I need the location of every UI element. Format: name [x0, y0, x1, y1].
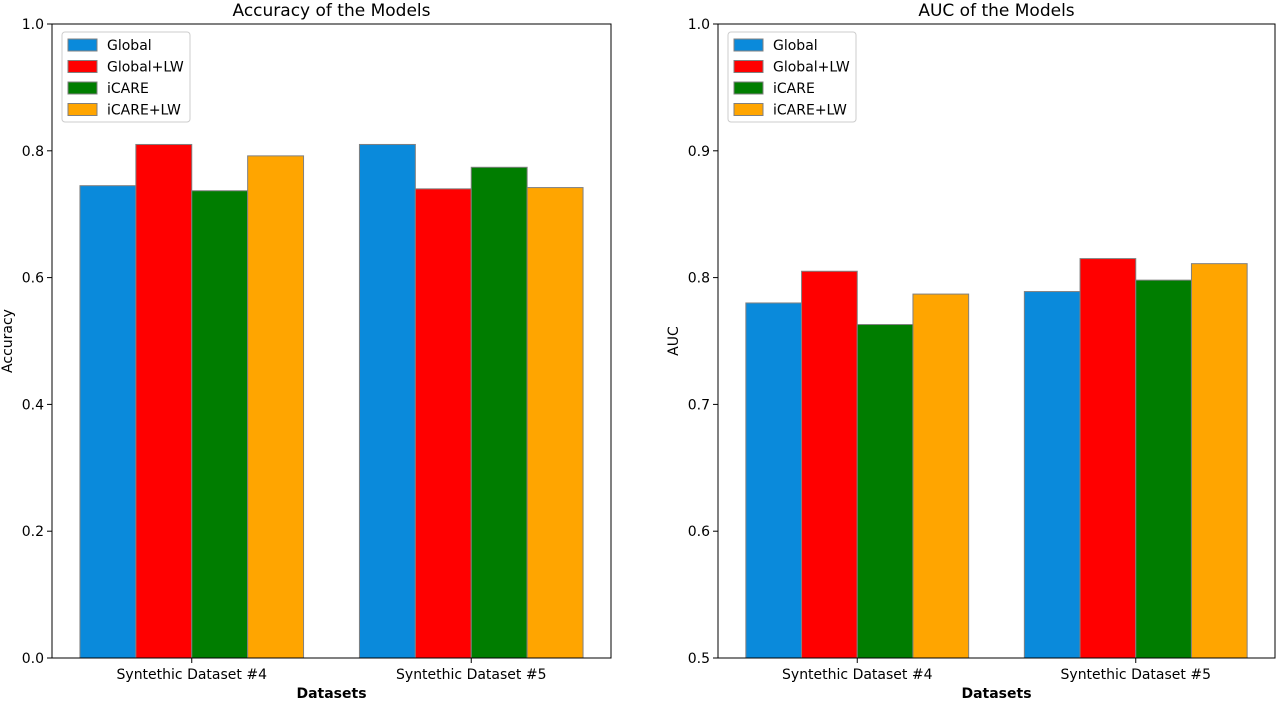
- legend-label: iCARE+LW: [107, 103, 181, 119]
- legend-swatch: [733, 60, 764, 73]
- bar-icare-0: [191, 190, 249, 659]
- y-tick-label: 0.0: [22, 651, 44, 667]
- legend-box: [61, 31, 191, 123]
- legend-swatch: [733, 81, 764, 95]
- y-tick-label: 0.8: [688, 271, 710, 287]
- legend-label: Global+LW: [773, 60, 850, 76]
- plot-frame: [51, 23, 612, 659]
- x-tick-label: Syntethic Dataset #5: [1061, 667, 1211, 683]
- bar-icare-lw-0: [247, 155, 305, 659]
- legend-label: Global: [107, 38, 152, 54]
- chart-1: 0.5 0.6 0.7 0.8 0.9 1.0 Syntethic Dataset #4 Sy…: [666, 1, 1276, 701]
- chart-title: Accuracy of the Models: [232, 1, 430, 21]
- bar-icare-lw-1: [1190, 263, 1248, 659]
- legend-swatch: [67, 103, 98, 116]
- x-axis-label: Datasets: [961, 686, 1031, 701]
- bar-global-1: [1023, 291, 1081, 659]
- y-tick-label: 0.7: [688, 397, 710, 413]
- bar-global-1: [358, 143, 416, 659]
- legend-label: iCARE: [107, 81, 149, 97]
- legend-swatch: [733, 38, 764, 52]
- legend-label: Global: [773, 38, 818, 54]
- y-tick-label: 0.2: [22, 524, 44, 540]
- legend-swatch: [67, 81, 98, 95]
- chart-title: AUC of the Models: [918, 1, 1074, 21]
- bar-icare-lw-0: [912, 293, 970, 659]
- bar-icare-1: [1135, 279, 1192, 659]
- legend-swatch: [67, 38, 98, 52]
- x-tick-label: Syntethic Dataset #4: [782, 667, 933, 683]
- x-axis-label: Datasets: [296, 686, 366, 701]
- legend-label: iCARE: [773, 81, 815, 97]
- legend-swatch: [67, 60, 98, 73]
- y-axis-label: AUC: [666, 326, 682, 356]
- bar-global-lw-1: [414, 188, 472, 659]
- y-tick-label: 0.6: [22, 271, 44, 287]
- y-tick-label: 1.0: [22, 17, 44, 33]
- x-tick-label: Syntethic Dataset #4: [117, 667, 268, 683]
- bar-icare-1: [470, 166, 528, 659]
- bar-global-lw-0: [801, 270, 858, 659]
- legend-label: iCARE+LW: [773, 103, 847, 119]
- bar-global-lw-1: [1079, 258, 1137, 659]
- chart-0: 0.0 0.2 0.4 0.6 0.8 1.0 Syntethic Dataset #4 Sy…: [0, 1, 612, 701]
- bar-global-lw-0: [135, 143, 193, 659]
- x-tick-label: Syntethic Dataset #5: [396, 667, 546, 683]
- legend-label: Global+LW: [107, 60, 184, 76]
- bars: [745, 258, 1248, 659]
- legend-box: [727, 31, 857, 123]
- y-tick-label: 0.5: [688, 651, 710, 667]
- bars: [79, 143, 584, 659]
- bar-icare-lw-1: [526, 187, 584, 659]
- bar-global-0: [745, 302, 803, 659]
- legend: Global Global+LW iCARE iCARE+LW: [727, 31, 857, 123]
- y-tick-label: 0.9: [688, 144, 710, 160]
- plot-frame: [717, 23, 1276, 659]
- y-tick-label: 1.0: [688, 17, 710, 33]
- y-tick-label: 0.4: [22, 397, 44, 413]
- bar-icare-0: [856, 324, 914, 659]
- y-axis-label: Accuracy: [0, 309, 16, 373]
- legend: Global Global+LW iCARE iCARE+LW: [61, 31, 191, 123]
- y-tick-label: 0.8: [22, 144, 44, 160]
- y-tick-label: 0.6: [688, 524, 710, 540]
- legend-swatch: [733, 103, 764, 116]
- bar-global-0: [79, 185, 137, 659]
